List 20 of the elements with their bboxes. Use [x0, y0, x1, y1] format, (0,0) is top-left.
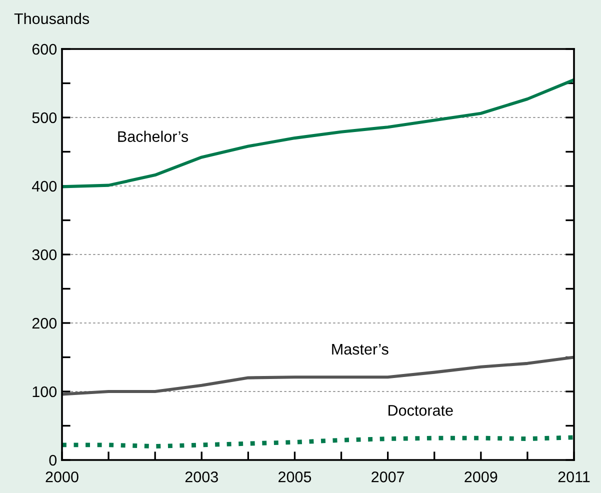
x-tick-label: 2003: [185, 472, 218, 482]
series-label: Bachelor’s: [118, 130, 188, 142]
y-tick-label: 600: [32, 44, 57, 55]
y-tick-label: 100: [32, 386, 57, 398]
line-series: [62, 356, 574, 396]
series-label: Master’s: [332, 344, 388, 355]
x-tick-label: 2011: [558, 472, 590, 482]
x-tick-label: 2009: [464, 472, 498, 482]
y-tick-label: 300: [32, 249, 57, 260]
x-tick-label: 2000: [46, 472, 78, 482]
y-axis-title: Thousands: [14, 12, 90, 24]
line-series: [62, 78, 574, 188]
x-tick-label: 2005: [278, 472, 312, 482]
series-label: Doctorate: [388, 405, 453, 416]
y-tick-label: 200: [32, 318, 57, 329]
y-tick-label: 0: [49, 454, 57, 466]
y-tick-label: 400: [32, 180, 57, 192]
line-series: [62, 435, 574, 449]
y-tick-label: 500: [32, 112, 57, 124]
x-tick-label: 2007: [372, 472, 404, 482]
